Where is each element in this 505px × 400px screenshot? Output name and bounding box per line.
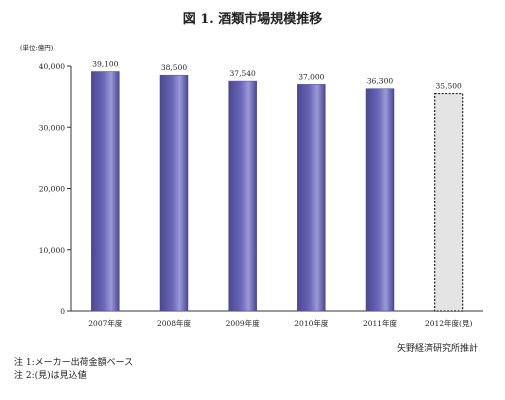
footnote-2: 注 2:(見)は見込値	[14, 371, 87, 381]
data-labels-group: 39,100 38,500 37,540 37,000 36,300 35,500	[92, 60, 462, 91]
x-tick-label: 2008年度	[157, 318, 192, 328]
x-tick-label: 2010年度	[294, 318, 329, 328]
y-tick-label: 0	[60, 307, 65, 316]
chart-title: 図 1. 酒類市場規模推移	[182, 12, 323, 27]
bar	[434, 92, 464, 312]
data-label: 35,500	[436, 82, 462, 91]
bar	[159, 74, 189, 312]
bar	[365, 88, 395, 312]
x-tick-label: 2007年度	[88, 318, 123, 328]
y-axis-unit-label: (単位:億円)	[20, 43, 54, 52]
y-tick-label: 20,000	[39, 185, 65, 194]
y-tick-label: 40,000	[39, 62, 65, 71]
data-label: 37,540	[230, 69, 256, 78]
x-axis-labels-group: 2007年度 2008年度 2009年度 2010年度 2011年度 2012年度(見)	[88, 318, 472, 328]
y-tick-label: 30,000	[39, 123, 65, 132]
y-axis-ticks: 0 10,000 20,000 30,000 40,000	[39, 62, 71, 316]
data-label: 39,100	[92, 60, 118, 69]
y-tick-label: 10,000	[39, 246, 65, 255]
bar	[228, 80, 257, 312]
data-label: 36,300	[367, 77, 393, 86]
bars-group	[91, 71, 464, 312]
footnote-1: 注 1:メーカー出荷金額ベース	[14, 358, 134, 368]
x-tick-label: 2012年度(見)	[425, 318, 473, 328]
bar	[91, 71, 120, 312]
x-tick-label: 2009年度	[226, 318, 261, 328]
source-note: 矢野経済研究所推計	[397, 344, 479, 354]
data-label: 37,000	[298, 72, 324, 81]
bar	[297, 84, 326, 312]
x-tick-label: 2011年度	[363, 318, 398, 328]
data-label: 38,500	[161, 63, 187, 72]
